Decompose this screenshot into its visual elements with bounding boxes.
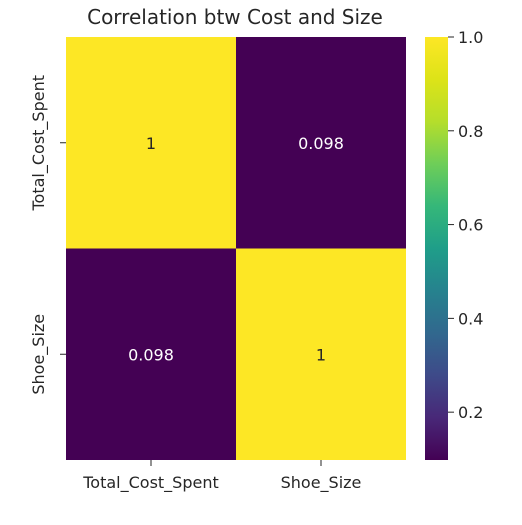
y-tick-label: Shoe_Size bbox=[29, 314, 49, 395]
heatmap-cell bbox=[236, 37, 406, 249]
x-axis: Total_Cost_Spent Shoe_Size bbox=[82, 460, 361, 493]
cell-annotation: 1 bbox=[316, 345, 326, 364]
y-tick-label: Total_Cost_Spent bbox=[29, 75, 49, 212]
heatmap-cell bbox=[236, 248, 406, 460]
colorbar-tick-label: 0.8 bbox=[458, 122, 483, 141]
chart-title: Correlation btw Cost and Size bbox=[87, 5, 383, 29]
colorbar-ticks: 0.2 0.4 0.6 0.8 1.0 bbox=[448, 28, 483, 422]
heatmap-cell bbox=[66, 248, 236, 460]
colorbar-tick-label: 1.0 bbox=[458, 28, 483, 47]
x-tick-label: Shoe_Size bbox=[281, 473, 362, 493]
colorbar-tick-label: 0.4 bbox=[458, 309, 483, 328]
x-tick-label: Total_Cost_Spent bbox=[82, 473, 219, 493]
cell-annotation: 1 bbox=[146, 134, 156, 153]
cell-annotation: 0.098 bbox=[298, 134, 344, 153]
colorbar-tick-label: 0.6 bbox=[458, 216, 483, 235]
y-axis: Total_Cost_Spent Shoe_Size bbox=[29, 75, 66, 395]
heatmap-cell bbox=[66, 37, 236, 249]
cell-annotation: 0.098 bbox=[128, 345, 174, 364]
colorbar-tick-label: 0.2 bbox=[458, 403, 483, 422]
heatmap-cells: 1 0.098 0.098 1 bbox=[66, 37, 406, 460]
colorbar bbox=[425, 37, 448, 460]
